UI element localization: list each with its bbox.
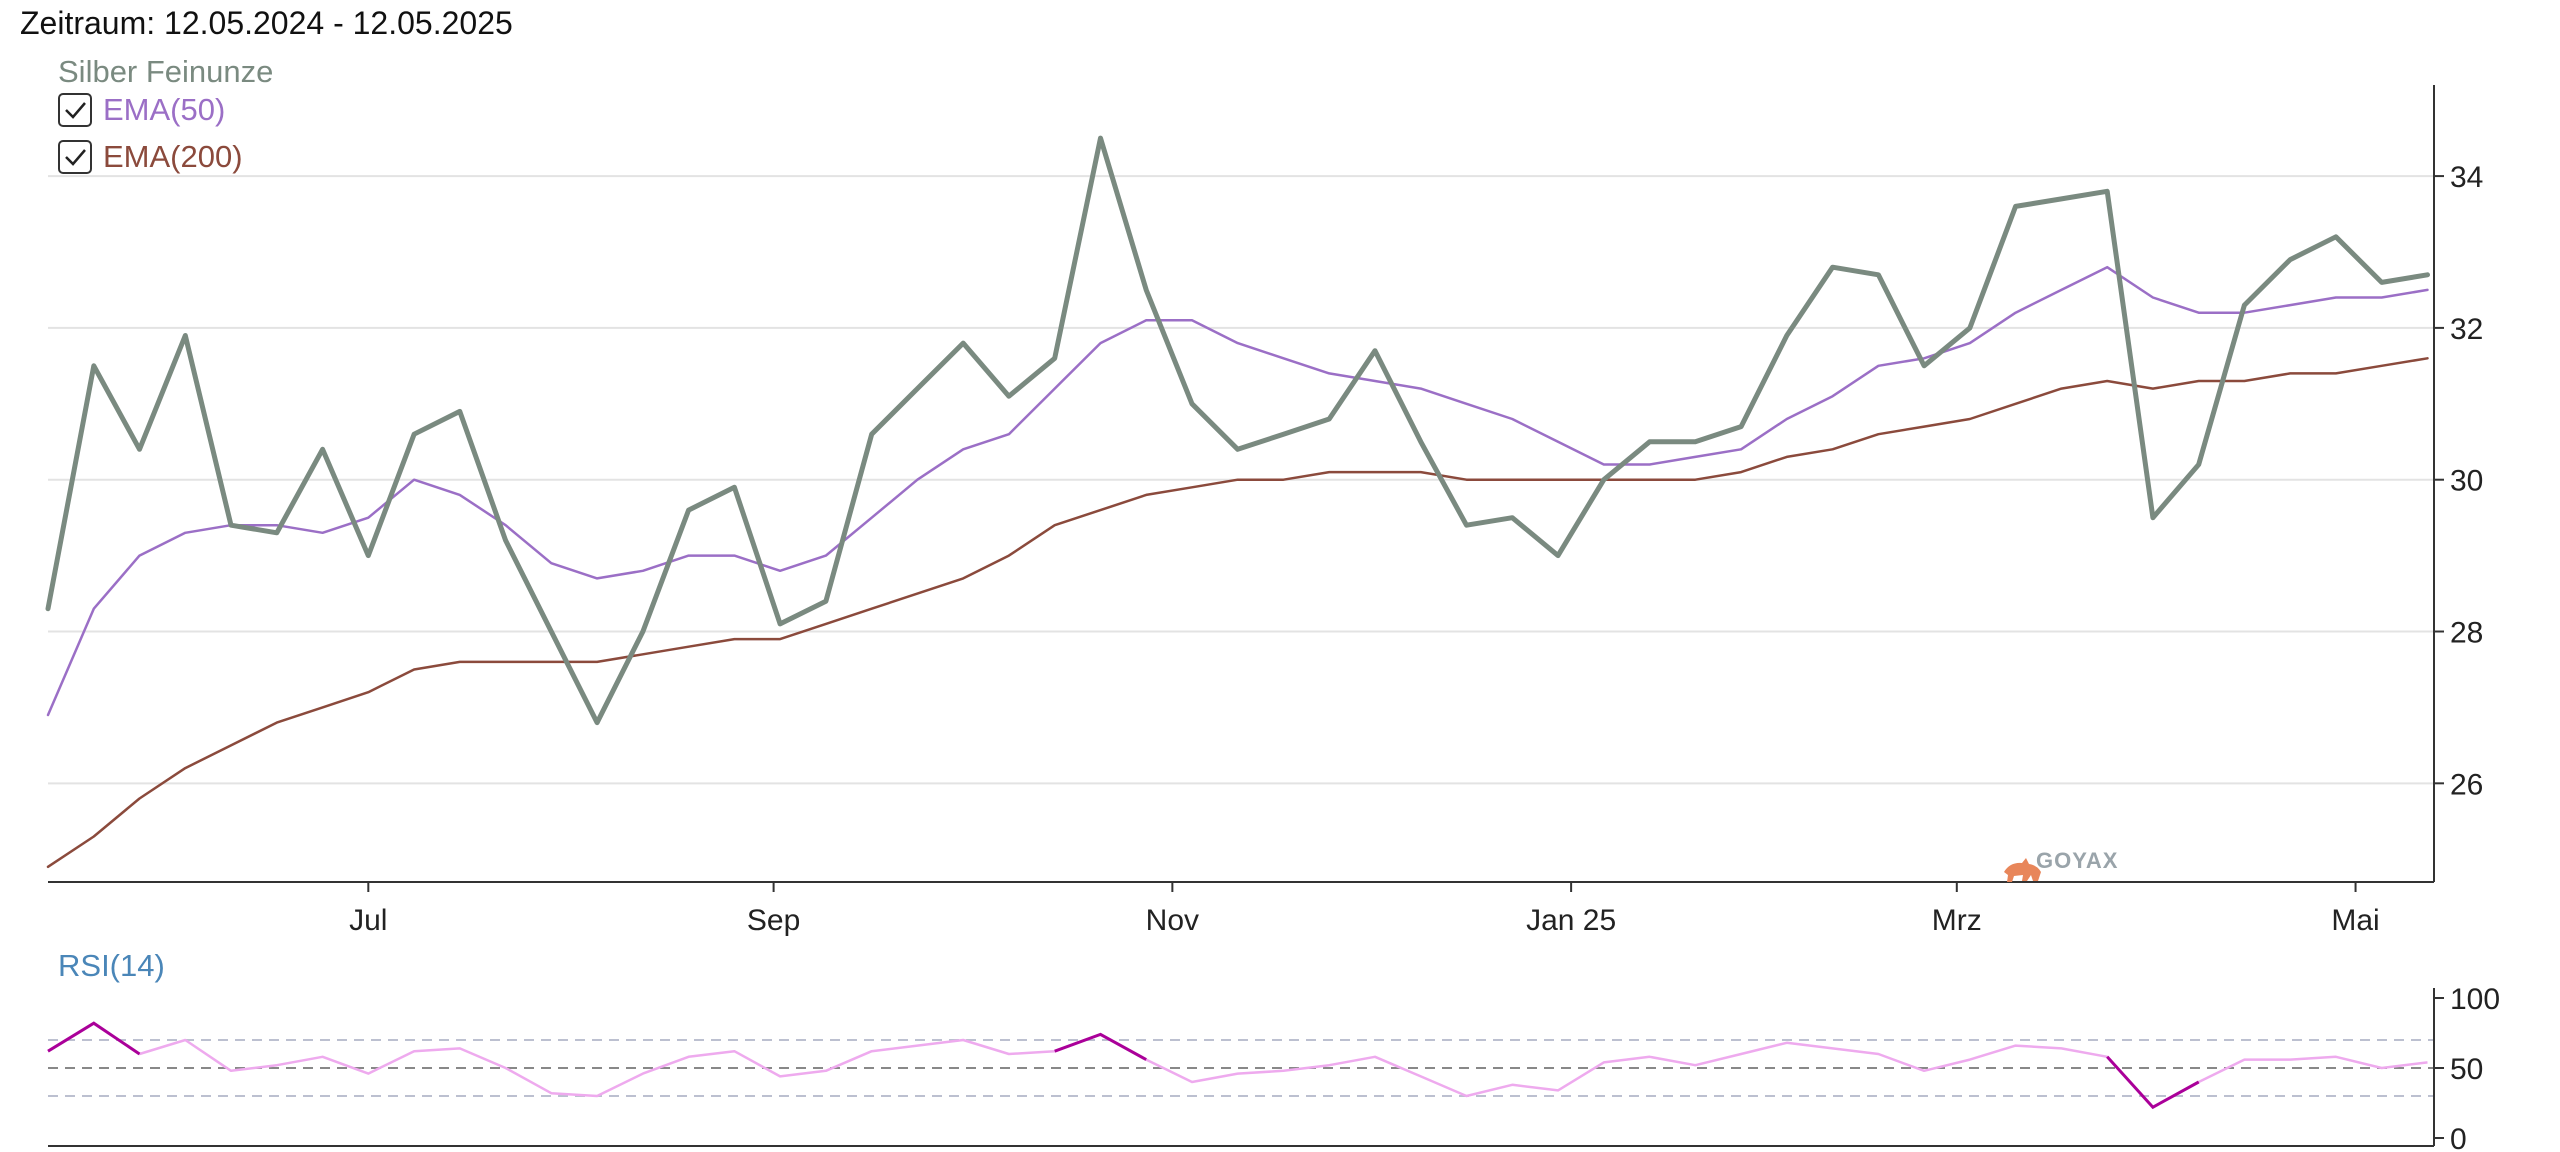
y-tick-label: 34 bbox=[2450, 161, 2483, 194]
rsi-y-tick-label: 50 bbox=[2450, 1053, 2483, 1086]
rsi-label: RSI(14) bbox=[58, 948, 165, 983]
check-icon bbox=[65, 149, 86, 166]
main-axes bbox=[48, 85, 2435, 883]
legend-ema50-label: EMA(50) bbox=[103, 92, 225, 127]
x-tick-label: Jul bbox=[349, 904, 387, 937]
goyax-logo: GOYAX bbox=[2004, 848, 2118, 882]
legend-ema50-checkbox bbox=[58, 93, 92, 127]
x-tick-label: Sep bbox=[747, 904, 800, 937]
logo-text: GOYAX bbox=[2036, 848, 2118, 873]
x-tick-label: Mai bbox=[2331, 904, 2379, 937]
y-tick-label: 30 bbox=[2450, 465, 2483, 498]
x-tick-label: Nov bbox=[1146, 904, 1199, 937]
ema200-line bbox=[46, 357, 2429, 869]
legend-ema200-label: EMA(200) bbox=[103, 139, 243, 174]
rsi-line bbox=[47, 1021, 2428, 1109]
legend-price-label: Silber Feinunze bbox=[58, 54, 273, 89]
rsi-series-line bbox=[47, 1021, 2428, 1110]
rsi-extreme-segment bbox=[2106, 1055, 2200, 1110]
rsi-y-ticks: 0 50 100 bbox=[2434, 983, 2500, 1152]
y-tick-label: 32 bbox=[2450, 313, 2483, 346]
legend-ema200-checkbox bbox=[58, 140, 92, 174]
y-tick-label: 28 bbox=[2450, 617, 2483, 650]
x-tick-label: Mrz bbox=[1932, 904, 1982, 937]
main-y-ticks: 26 28 30 32 34 bbox=[2434, 161, 2483, 801]
x-ticks: Jul Sep Nov Jan 25 Mrz Mai bbox=[349, 882, 2380, 937]
bull-icon bbox=[2004, 858, 2041, 882]
rsi-y-tick-label: 0 bbox=[2450, 1123, 2467, 1152]
rsi-extreme-segment bbox=[47, 1021, 141, 1056]
rsi-extreme-segment bbox=[1054, 1032, 1147, 1061]
rsi-reference-lines bbox=[48, 1039, 2434, 1097]
x-tick-label: Jan 25 bbox=[1526, 904, 1616, 937]
y-tick-label: 26 bbox=[2450, 768, 2483, 801]
rsi-y-tick-label: 100 bbox=[2450, 983, 2500, 1016]
check-icon bbox=[65, 102, 86, 119]
price-line bbox=[45, 135, 2430, 726]
rsi-legend: RSI(14) bbox=[58, 948, 165, 983]
main-series-lines bbox=[45, 135, 2430, 869]
period-label: Zeitraum: 12.05.2024 - 12.05.2025 bbox=[20, 5, 513, 41]
ema50-line bbox=[46, 265, 2429, 717]
